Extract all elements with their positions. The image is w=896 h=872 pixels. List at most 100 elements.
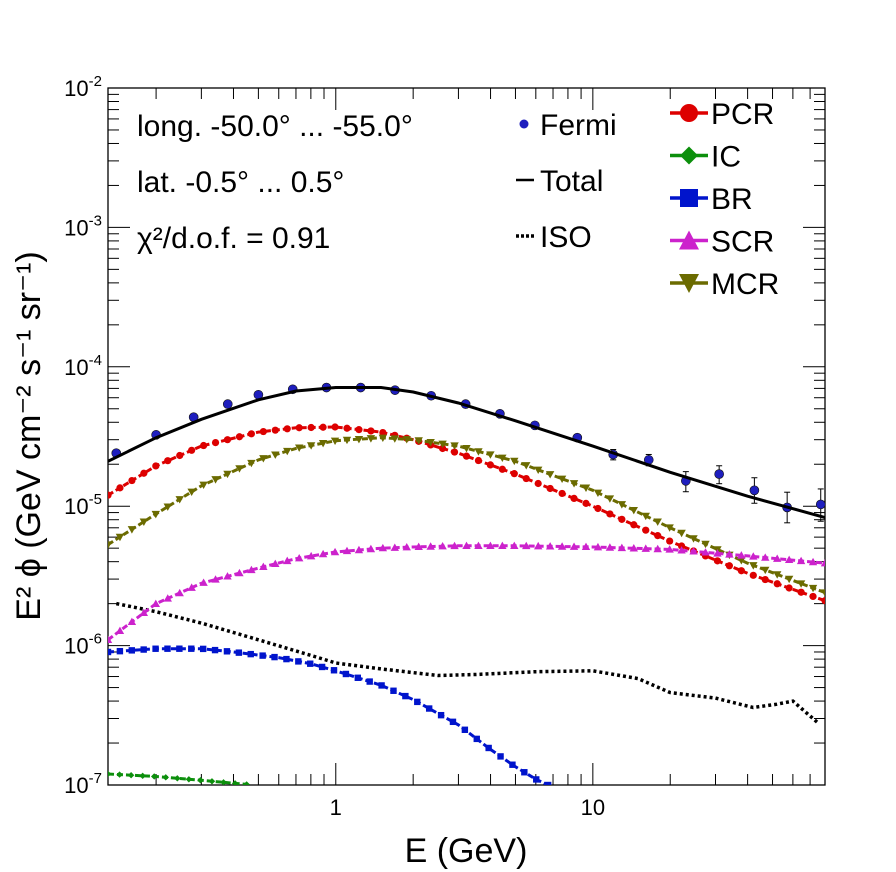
mcr-marker xyxy=(641,512,650,521)
fermi-data-point xyxy=(749,485,760,496)
br-marker xyxy=(318,663,326,671)
mcr-marker xyxy=(593,489,603,497)
pcr-marker xyxy=(295,424,303,432)
pcr-marker xyxy=(654,532,662,540)
pcr-marker xyxy=(618,515,626,523)
scr-marker xyxy=(378,543,388,552)
mcr-marker xyxy=(259,455,268,463)
mcr-marker xyxy=(581,484,591,492)
scr-marker xyxy=(306,551,316,560)
legend-label-ic: IC xyxy=(711,141,741,174)
br-marker xyxy=(140,646,147,653)
scr-marker xyxy=(318,549,328,558)
pcr-marker xyxy=(283,425,291,433)
fermi-data-point xyxy=(815,499,825,510)
mcr-marker xyxy=(629,506,638,515)
mcr-marker xyxy=(701,540,710,549)
scr-marker xyxy=(689,547,698,555)
mcr-marker xyxy=(247,459,256,468)
scr-marker xyxy=(641,544,650,552)
pcr-marker xyxy=(164,457,172,465)
legend-swatch-scr xyxy=(679,230,699,250)
br-marker xyxy=(378,682,385,689)
annotation-longitude: long. -50.0° ... -55.0° xyxy=(137,110,413,143)
mcr-marker xyxy=(462,445,471,453)
scr-marker xyxy=(534,541,543,550)
mcr-marker xyxy=(175,496,184,504)
br-marker xyxy=(164,645,171,652)
mcr-marker xyxy=(390,435,399,443)
br-marker xyxy=(152,645,159,652)
scr-marker xyxy=(235,568,244,577)
mcr-marker xyxy=(665,524,674,532)
mcr-marker xyxy=(749,562,758,570)
legend-swatch-mcr xyxy=(679,274,699,293)
mcr-marker xyxy=(689,535,698,543)
plot-frame xyxy=(107,87,826,786)
scr-marker xyxy=(342,546,352,555)
br-marker xyxy=(247,650,254,658)
mcr-marker xyxy=(569,480,579,488)
mcr-marker xyxy=(486,451,495,459)
pcr-marker xyxy=(462,452,471,460)
scr-marker xyxy=(283,556,292,565)
br-marker xyxy=(330,667,338,674)
pcr-marker xyxy=(642,526,650,534)
scr-marker xyxy=(474,541,483,549)
scr-marker xyxy=(808,557,818,566)
mcr-marker xyxy=(354,435,364,444)
mcr-marker xyxy=(330,437,340,446)
mcr-marker xyxy=(545,471,555,479)
scr-marker xyxy=(796,556,806,565)
mcr-marker xyxy=(808,584,818,593)
legend-swatch-ic xyxy=(680,146,698,165)
mcr-marker xyxy=(677,529,686,538)
pcr-marker xyxy=(108,491,112,499)
br-marker xyxy=(425,705,433,712)
mcr-marker xyxy=(617,501,627,509)
pcr-marker xyxy=(785,584,793,592)
scr-marker xyxy=(330,547,340,556)
mcr-marker xyxy=(510,457,519,466)
ic-marker xyxy=(208,778,216,785)
legend-label-iso: ISO xyxy=(540,221,592,254)
ic-marker xyxy=(116,771,123,778)
scr-marker xyxy=(199,578,208,586)
pcr-marker xyxy=(211,438,220,447)
y-tick-label: 10-7 xyxy=(64,770,102,798)
legend-label-mcr: MCR xyxy=(711,268,779,301)
scr-marker xyxy=(462,541,471,549)
br-marker xyxy=(485,744,492,752)
mcr-marker xyxy=(187,488,196,497)
br-marker xyxy=(390,687,397,694)
scr-marker xyxy=(175,588,184,597)
br-marker xyxy=(354,674,362,681)
br-marker xyxy=(211,646,219,654)
legend-label-total: Total xyxy=(540,165,603,198)
br-marker xyxy=(533,776,540,783)
scr-marker xyxy=(557,542,567,550)
scr-marker xyxy=(223,572,232,580)
scr-marker xyxy=(701,548,710,556)
scr-marker xyxy=(653,544,662,553)
legend-label-scr: SCR xyxy=(711,226,774,259)
br-marker xyxy=(544,781,552,785)
total-line xyxy=(108,386,825,519)
br-marker xyxy=(449,718,457,726)
pcr-marker xyxy=(474,456,483,465)
scr-marker xyxy=(295,553,304,562)
pcr-marker xyxy=(821,597,825,605)
br-marker xyxy=(402,692,409,700)
pcr-marker xyxy=(761,575,769,584)
scr-marker xyxy=(450,541,459,550)
mcr-line xyxy=(108,436,825,595)
y-tick-label: 10-4 xyxy=(64,352,102,380)
pcr-marker xyxy=(737,567,745,575)
y-tick-label: 10-6 xyxy=(64,631,102,659)
pcr-marker xyxy=(247,430,255,438)
pcr-marker xyxy=(558,489,566,498)
scr-marker xyxy=(498,541,507,549)
pcr-marker xyxy=(725,562,734,570)
legend-label-pcr: PCR xyxy=(711,98,774,131)
scr-marker xyxy=(414,542,423,551)
